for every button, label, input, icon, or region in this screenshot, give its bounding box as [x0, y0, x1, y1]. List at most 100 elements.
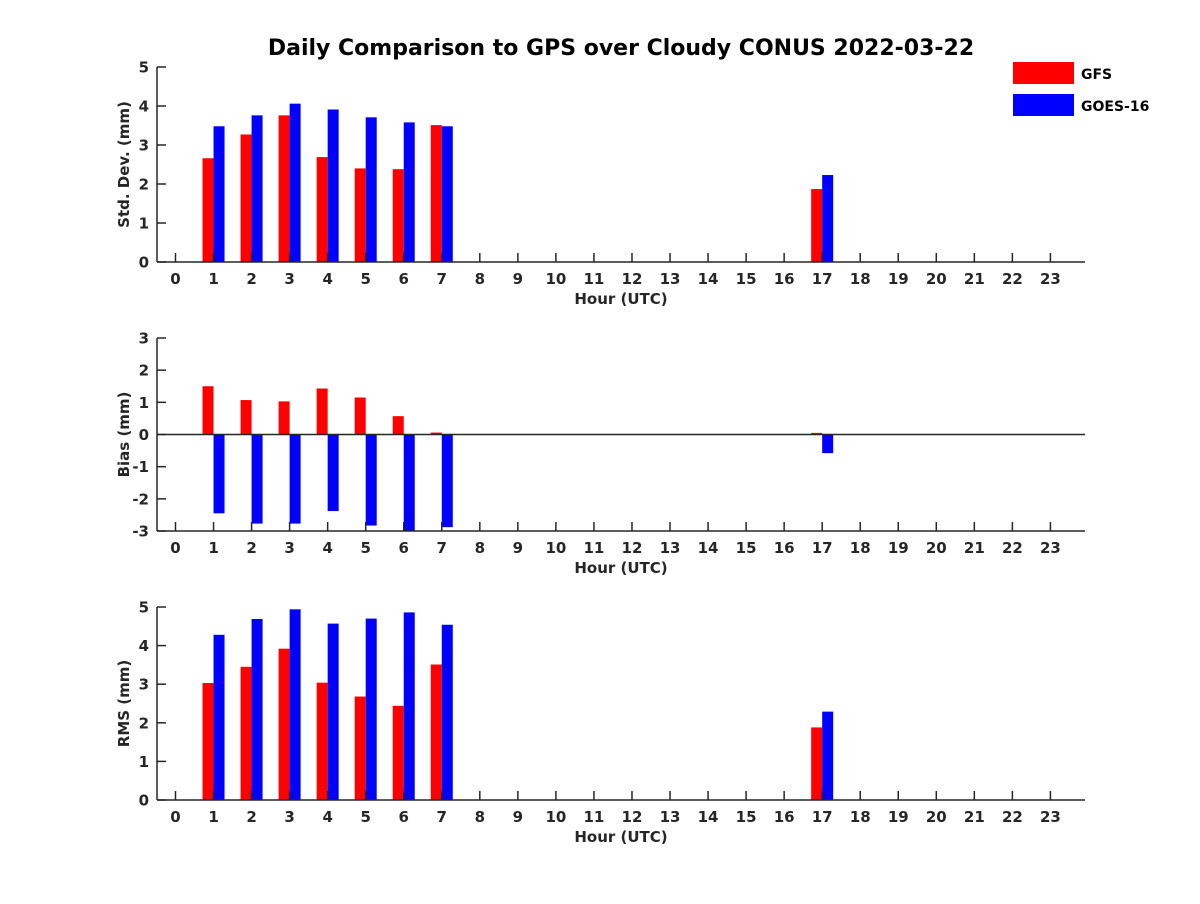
bar-p0-s1-x3	[289, 103, 301, 262]
x-tick-label-1-11: 11	[584, 539, 605, 557]
x-tick-label-2-17: 17	[812, 808, 833, 826]
bar-p0-s0-x6	[392, 169, 404, 262]
bar-p2-s1-x6	[403, 612, 415, 800]
x-tick-label-2-11: 11	[584, 808, 605, 826]
bar-p1-s0-x5	[354, 397, 366, 435]
bar-p0-s0-x2	[240, 134, 252, 262]
y-axis-label-2: RMS (mm)	[115, 660, 133, 747]
bar-p2-s0-x1	[202, 683, 214, 800]
bar-p1-s0-x7	[430, 432, 442, 435]
bar-p1-s1-x1	[213, 434, 225, 514]
x-tick-label-1-13: 13	[660, 539, 681, 557]
y-tick-label-2-4: 4	[139, 637, 149, 655]
x-tick-label-0-14: 14	[698, 270, 719, 288]
x-tick-label-0-10: 10	[545, 270, 566, 288]
x-tick-label-2-21: 21	[964, 808, 985, 826]
x-tick-label-2-15: 15	[736, 808, 757, 826]
bar-p0-s0-x17	[811, 189, 823, 262]
x-tick-label-0-11: 11	[584, 270, 605, 288]
x-tick-label-2-9: 9	[513, 808, 523, 826]
x-tick-label-1-22: 22	[1002, 539, 1023, 557]
x-tick-label-0-2: 2	[246, 270, 256, 288]
y-tick-label-2-0: 0	[139, 792, 149, 810]
x-tick-label-0-18: 18	[850, 270, 871, 288]
bar-p2-s1-x5	[365, 618, 377, 800]
bar-p1-s0-x6	[392, 416, 404, 435]
bar-p2-s0-x2	[240, 666, 252, 800]
x-tick-label-0-0: 0	[170, 270, 180, 288]
y-tick-label-0-3: 3	[139, 137, 149, 155]
x-tick-label-1-20: 20	[926, 539, 947, 557]
x-tick-label-0-6: 6	[399, 270, 409, 288]
bar-p1-s1-x7	[441, 434, 453, 528]
legend-swatch-0	[1013, 62, 1074, 84]
bar-p1-s0-x4	[316, 388, 328, 435]
x-tick-label-1-10: 10	[545, 539, 566, 557]
y-tick-label-0-0: 0	[139, 254, 149, 272]
x-tick-label-0-19: 19	[888, 270, 909, 288]
x-tick-label-2-7: 7	[437, 808, 447, 826]
bar-p1-s0-x2	[240, 400, 252, 435]
x-tick-label-2-13: 13	[660, 808, 681, 826]
y-tick-label-0-1: 1	[139, 215, 149, 233]
x-tick-label-2-23: 23	[1040, 808, 1061, 826]
y-tick-label-2-2: 2	[139, 714, 149, 732]
x-tick-label-1-12: 12	[622, 539, 643, 557]
x-tick-label-0-12: 12	[622, 270, 643, 288]
x-tick-label-1-0: 0	[170, 539, 180, 557]
x-tick-label-0-1: 1	[208, 270, 218, 288]
bar-p2-s1-x3	[289, 609, 301, 800]
x-tick-label-1-6: 6	[399, 539, 409, 557]
x-tick-label-0-20: 20	[926, 270, 947, 288]
bar-p2-s1-x1	[213, 634, 225, 800]
x-tick-label-2-0: 0	[170, 808, 180, 826]
x-tick-label-0-21: 21	[964, 270, 985, 288]
bar-p2-s0-x4	[316, 682, 328, 800]
bar-p0-s1-x1	[213, 126, 225, 262]
x-tick-label-2-12: 12	[622, 808, 643, 826]
x-tick-label-1-2: 2	[246, 539, 256, 557]
x-tick-label-0-3: 3	[284, 270, 294, 288]
x-tick-label-1-4: 4	[322, 539, 332, 557]
x-tick-label-0-9: 9	[513, 270, 523, 288]
bar-p2-s0-x7	[430, 664, 442, 800]
y-tick-label-2-5: 5	[139, 599, 149, 617]
y-tick-label-1-3: 0	[139, 426, 149, 444]
x-tick-label-2-10: 10	[545, 808, 566, 826]
y-tick-label-1-1: -2	[132, 490, 149, 508]
bar-p1-s0-x1	[202, 386, 214, 435]
y-tick-label-0-4: 4	[139, 98, 149, 116]
legend: GFS GOES-16	[1013, 62, 1149, 116]
x-tick-label-2-1: 1	[208, 808, 218, 826]
bar-p1-s1-x3	[289, 434, 301, 524]
bar-p2-s1-x2	[251, 618, 263, 800]
x-tick-label-2-5: 5	[360, 808, 370, 826]
x-tick-label-2-16: 16	[774, 808, 795, 826]
x-axis-label-1: Hour (UTC)	[574, 559, 667, 577]
x-tick-label-1-21: 21	[964, 539, 985, 557]
bar-p0-s1-x5	[365, 117, 377, 262]
y-axis-label-1: Bias (mm)	[115, 392, 133, 478]
y-axis-label-0: Std. Dev. (mm)	[115, 101, 133, 228]
x-tick-label-0-15: 15	[736, 270, 757, 288]
bar-p2-s1-x7	[441, 624, 453, 800]
y-tick-label-0-5: 5	[139, 59, 149, 77]
x-tick-label-1-7: 7	[437, 539, 447, 557]
x-tick-label-2-18: 18	[850, 808, 871, 826]
x-tick-label-2-4: 4	[322, 808, 332, 826]
y-tick-label-2-1: 1	[139, 753, 149, 771]
bar-p0-s1-x4	[327, 109, 339, 262]
x-tick-label-1-23: 23	[1040, 539, 1061, 557]
x-tick-label-0-5: 5	[360, 270, 370, 288]
bar-p0-s1-x7	[441, 126, 453, 262]
x-tick-label-1-5: 5	[360, 539, 370, 557]
bar-p1-s1-x6	[403, 434, 415, 531]
bar-p1-s1-x5	[365, 434, 377, 526]
y-tick-label-1-5: 2	[139, 362, 149, 380]
x-tick-label-0-16: 16	[774, 270, 795, 288]
bar-p0-s0-x1	[202, 158, 214, 262]
